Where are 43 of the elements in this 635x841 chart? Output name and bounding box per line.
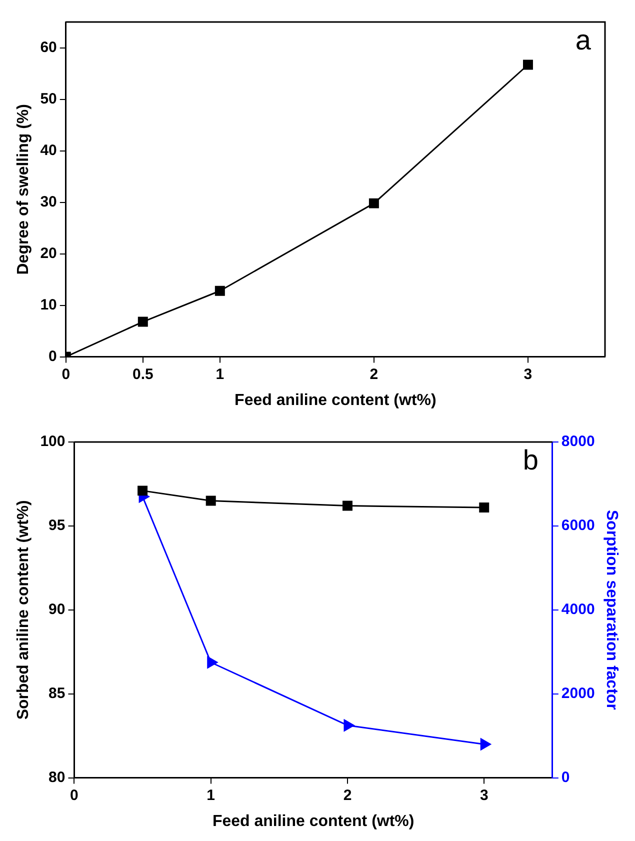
point bbox=[138, 486, 148, 496]
y2-tick-label: 0 bbox=[561, 768, 570, 786]
y-axis-title: Degree of swelling (%) bbox=[15, 104, 32, 275]
x-tick-label: 1 bbox=[216, 366, 224, 383]
x-tick-label: 2 bbox=[343, 786, 352, 804]
x-axis-title: Feed aniline content (wt%) bbox=[234, 392, 436, 409]
y-tick-label: 100 bbox=[40, 433, 66, 450]
point bbox=[214, 286, 225, 296]
annotation: b bbox=[522, 444, 538, 476]
y-tick-label: 50 bbox=[40, 90, 57, 108]
y-tick-label: 60 bbox=[40, 38, 57, 56]
y2-tick-label: 8000 bbox=[561, 433, 595, 450]
y-tick-label: 10 bbox=[40, 296, 57, 314]
x-tick-label: 0.5 bbox=[132, 366, 154, 383]
x-tick-label: 0 bbox=[70, 786, 78, 804]
point bbox=[480, 738, 491, 750]
point bbox=[138, 316, 148, 327]
y-tick-label: 0 bbox=[48, 348, 57, 365]
y-axis-title: Sorbed aniline content (wt%) bbox=[15, 500, 32, 720]
point bbox=[207, 656, 218, 668]
x-tick-label: 1 bbox=[206, 786, 216, 804]
point bbox=[368, 198, 379, 208]
y-tick-label: 90 bbox=[48, 601, 66, 618]
y-tick-label: 30 bbox=[40, 193, 57, 210]
y2-tick-label: 4000 bbox=[561, 601, 595, 618]
y-tick-label: 80 bbox=[48, 768, 66, 786]
point bbox=[342, 500, 352, 511]
y-tick-label: 20 bbox=[40, 244, 57, 262]
x-tick-label: 3 bbox=[480, 786, 488, 804]
point bbox=[206, 496, 216, 506]
point bbox=[522, 60, 533, 70]
y2-tick-label: 6000 bbox=[561, 517, 595, 534]
y2-tick-label: 2000 bbox=[561, 684, 595, 702]
y2-axis-title: Sorption separation factor bbox=[602, 510, 620, 710]
y-tick-label: 95 bbox=[48, 517, 66, 534]
x-tick-label: 2 bbox=[370, 366, 378, 383]
point bbox=[479, 502, 490, 512]
x-tick-label: 3 bbox=[524, 366, 532, 383]
x-axis-title: Feed aniline content (wt%) bbox=[212, 812, 414, 830]
y-tick-label: 85 bbox=[48, 684, 66, 702]
point bbox=[344, 719, 354, 732]
y-tick-label: 40 bbox=[40, 142, 57, 159]
annotation: a bbox=[575, 24, 592, 56]
